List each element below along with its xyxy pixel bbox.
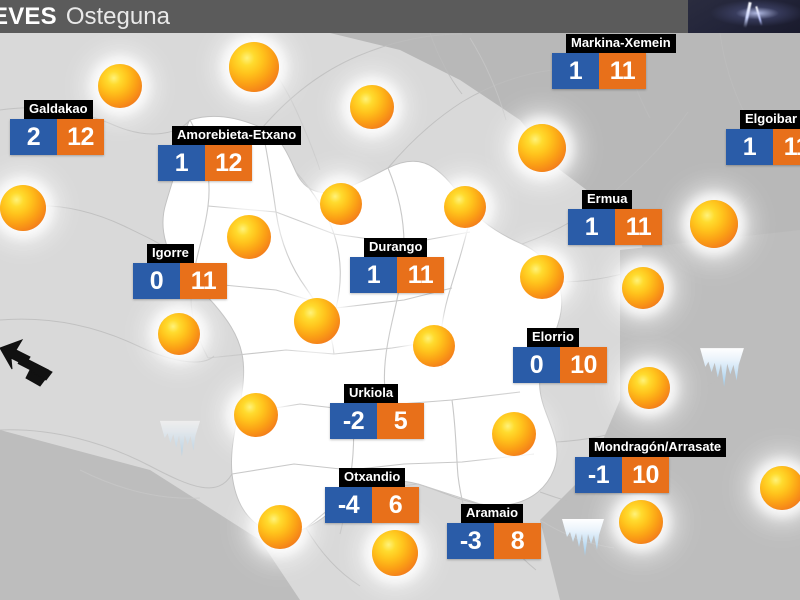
station-badge-igorre[interactable]: Igorre 0 11 [133,244,227,299]
temperature-min: 1 [552,53,599,89]
station-temperature-row: -3 8 [447,523,541,559]
sun-icon [320,183,362,225]
temperature-min: -2 [330,403,377,439]
sun-icon [0,185,46,231]
station-name-label: Mondragón/Arrasate [589,438,727,457]
station-name-label: Amorebieta-Etxano [172,126,302,145]
station-temperature-row: 2 12 [10,119,104,155]
temperature-max: 10 [560,347,607,383]
station-badge-markina[interactable]: Markina-Xemein 1 11 [552,34,676,89]
station-badge-mondragon[interactable]: Mondragón/Arrasate -1 10 [575,438,727,493]
station-name-label: Markina-Xemein [566,34,676,53]
sun-icon [492,412,536,456]
temperature-max: 6 [372,487,419,523]
wind-direction-arrow-icon [0,328,58,393]
sun-icon [520,255,564,299]
sun-icon [229,42,279,92]
station-name-label: Aramaio [461,504,524,523]
temperature-min: -4 [325,487,372,523]
sun-icon [372,530,418,576]
temperature-max: 12 [205,145,252,181]
sun-icon [413,325,455,367]
sun-icon [622,267,664,309]
temperature-max: 11 [599,53,646,89]
map-shaded-east [540,230,800,600]
station-badge-elorrio[interactable]: Elorrio 0 10 [513,328,607,383]
temperature-max: 11 [397,257,444,293]
sun-icon [234,393,278,437]
station-name-label: Ermua [582,190,633,209]
sun-icon [690,200,738,248]
temperature-min: 1 [726,129,773,165]
sun-icon [227,215,271,259]
station-temperature-row: -1 10 [575,457,669,493]
temperature-min: 1 [350,257,397,293]
station-name-label: Elorrio [527,328,579,347]
map-shaded-southwest [0,430,300,600]
station-temperature-row: 0 10 [513,347,607,383]
station-badge-aramaio[interactable]: Aramaio -3 8 [447,504,541,559]
sun-icon [518,124,566,172]
day-label-basque: Osteguna [65,2,170,30]
station-name-label: Urkiola [344,384,399,403]
temperature-min: -1 [575,457,622,493]
icicle-snow-icon [558,516,608,562]
station-name-label: Igorre [147,244,194,263]
sun-icon [444,186,486,228]
temperature-max: 11 [615,209,662,245]
station-badge-elgoibar[interactable]: Elgoibar111 [726,110,800,165]
station-temperature-row: 0 11 [133,263,227,299]
sun-icon [258,505,302,549]
station-temperature-row: 111 [726,129,800,165]
station-badge-urkiola[interactable]: Urkiola -2 5 [330,384,424,439]
station-name-label: Durango [364,238,428,257]
temperature-min: 2 [10,119,57,155]
sun-icon [98,64,142,108]
station-name-label: Galdakao [24,100,93,119]
temperature-max: 11 [773,129,800,165]
sun-icon [628,367,670,409]
header-title: EVES Osteguna [0,0,170,33]
station-temperature-row: -2 5 [330,403,424,439]
sun-icon [350,85,394,129]
temperature-max: 11 [180,263,227,299]
temperature-min: 0 [513,347,560,383]
sun-icon [760,466,800,510]
temperature-min: 1 [158,145,205,181]
sun-icon [158,313,200,355]
header-bar: EVES Osteguna [0,0,800,33]
station-badge-ermua[interactable]: Ermua 1 11 [568,190,662,245]
temperature-max: 5 [377,403,424,439]
temperature-max: 8 [494,523,541,559]
station-badge-durango[interactable]: Durango 1 11 [350,238,444,293]
station-name-label: Otxandio [339,468,406,487]
station-temperature-row: -4 6 [325,487,419,523]
station-badge-galdakao[interactable]: Galdakao 2 12 [10,100,104,155]
icicle-snow-icon [695,345,749,393]
temperature-max: 10 [622,457,669,493]
station-temperature-row: 1 12 [158,145,252,181]
lightning-bolt-icon [743,1,752,29]
temperature-min: 1 [568,209,615,245]
temperature-min: -3 [447,523,494,559]
temperature-min: 0 [133,263,180,299]
station-badge-otxandio[interactable]: Otxandio -4 6 [325,468,419,523]
lightning-storm-photo [688,0,800,33]
sun-icon [619,500,663,544]
sun-icon [294,298,340,344]
station-name-label: Elgoibar [740,110,800,129]
station-badge-amorebieta[interactable]: Amorebieta-Etxano 1 12 [158,126,302,181]
temperature-max: 12 [57,119,104,155]
lightning-bolt-secondary-icon [755,6,763,26]
day-label-spanish: EVES [0,2,57,30]
icicle-snow-icon [155,418,205,462]
